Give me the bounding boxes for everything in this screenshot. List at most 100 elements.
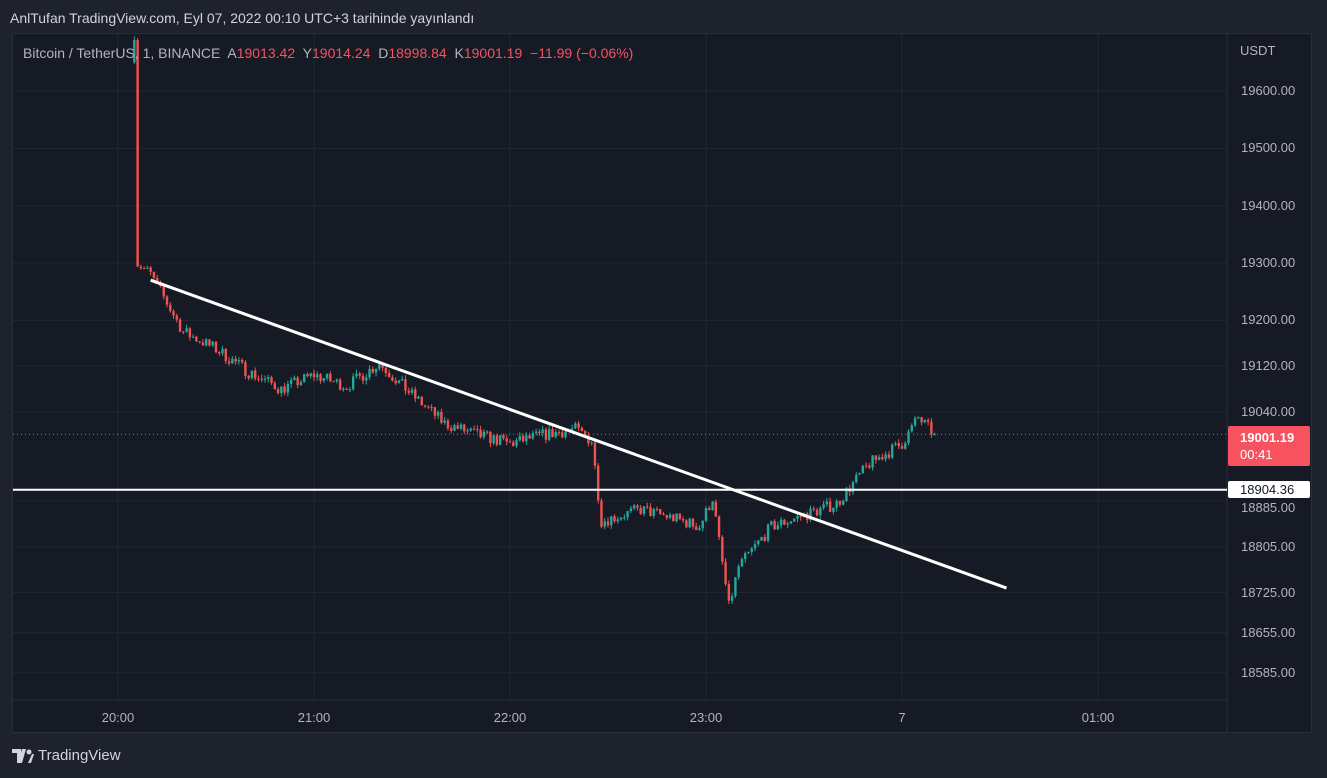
candle-body [655,509,659,511]
candle-body [580,427,584,431]
bar-countdown: 00:41 [1240,447,1273,462]
candle-body [156,277,159,283]
candle-body [750,548,753,552]
candle-body [766,524,770,541]
candle-body [515,440,518,446]
candle-body [338,379,342,390]
symbol-legend: Bitcoin / TetherUS, 1, BINANCE A19013.42… [23,45,633,61]
time-tick: 23:00 [689,710,723,725]
candle-body [894,443,897,445]
candle-body [557,431,561,433]
candle-body [335,379,339,382]
candle-body [815,509,819,516]
candle-body [512,442,515,446]
candle-body [355,373,358,377]
candle-body [378,364,381,369]
candle-body [574,423,577,429]
candle-body [436,411,440,416]
candle-body [244,362,247,376]
price-tick: 19200.00 [1241,312,1296,328]
trendline [150,278,1008,590]
candle-body [868,465,871,468]
price-tick: 18885.00 [1241,500,1296,515]
candle-body [877,457,881,460]
candle-body [178,319,182,332]
high-value: 19014.24 [312,45,371,61]
candle-body [930,421,933,435]
candle-body [463,424,466,432]
candle-body [597,465,600,501]
candle-body [583,430,587,436]
candle-body [541,429,544,434]
candle-body [237,360,241,362]
candle-body [165,296,169,305]
candle-body [214,341,218,353]
candle-body [293,377,296,380]
tradingview-logo-icon [12,748,34,763]
candle-body [139,266,143,269]
candle-body [227,361,231,364]
candle-body [257,378,260,380]
candle-body [443,420,446,423]
candle-body [832,507,835,512]
candle-body [182,331,185,333]
candle-body [828,501,832,512]
candle-body [861,465,864,474]
candle-body [701,520,704,529]
candle-body [851,482,855,493]
candle-body [809,508,812,520]
price-tick: 19120.00 [1241,358,1296,374]
candle-body [681,518,685,521]
candle-body [871,455,874,468]
price-tick: 19600.00 [1241,83,1296,98]
candle-body [303,374,306,382]
candle-body [649,507,652,516]
candle-body [502,435,505,439]
candle-body [456,425,459,429]
candle-body [881,457,884,460]
candle-body [891,444,894,458]
candle-body [779,519,783,526]
candle-body [629,508,633,512]
candle-body [221,348,224,354]
candle-body [577,423,580,428]
candle-body [763,537,766,541]
candle-body [136,39,139,267]
candle-body [734,577,737,597]
candle-body [260,378,263,380]
axis-currency[interactable]: USDT [1240,43,1276,58]
candle-body [485,431,489,433]
tradingview-logo[interactable]: TradingView [12,747,121,764]
symbol-name[interactable]: Bitcoin / TetherUS, 1, BINANCE [23,45,221,61]
candle-body [668,514,672,518]
candle-body [472,428,476,430]
candle-body [897,443,900,447]
candle-body [864,465,868,467]
price-tick: 18655.00 [1241,624,1296,640]
candle-body [825,501,829,505]
candle-body [508,441,512,443]
candle-body [900,446,904,449]
candle-body [632,505,636,509]
brand-name: TradingView [38,747,121,764]
candle-body [793,518,796,522]
candle-body [433,407,437,416]
candle-body [407,390,410,393]
candle-body [744,553,747,559]
candle-body [538,431,541,434]
candle-body [450,428,453,431]
candle-body [175,315,178,320]
candle-body [789,521,793,524]
candle-body [652,509,655,516]
candle-body [391,377,394,381]
candle-body [610,516,613,526]
candle-body [273,383,276,390]
candle-body [417,396,420,399]
chart-pane[interactable] [12,33,1312,733]
candle-body [231,358,234,364]
time-tick: 20:00 [101,710,135,725]
candle-body [593,442,597,466]
candle-body [240,360,244,363]
candle-body [842,500,845,505]
